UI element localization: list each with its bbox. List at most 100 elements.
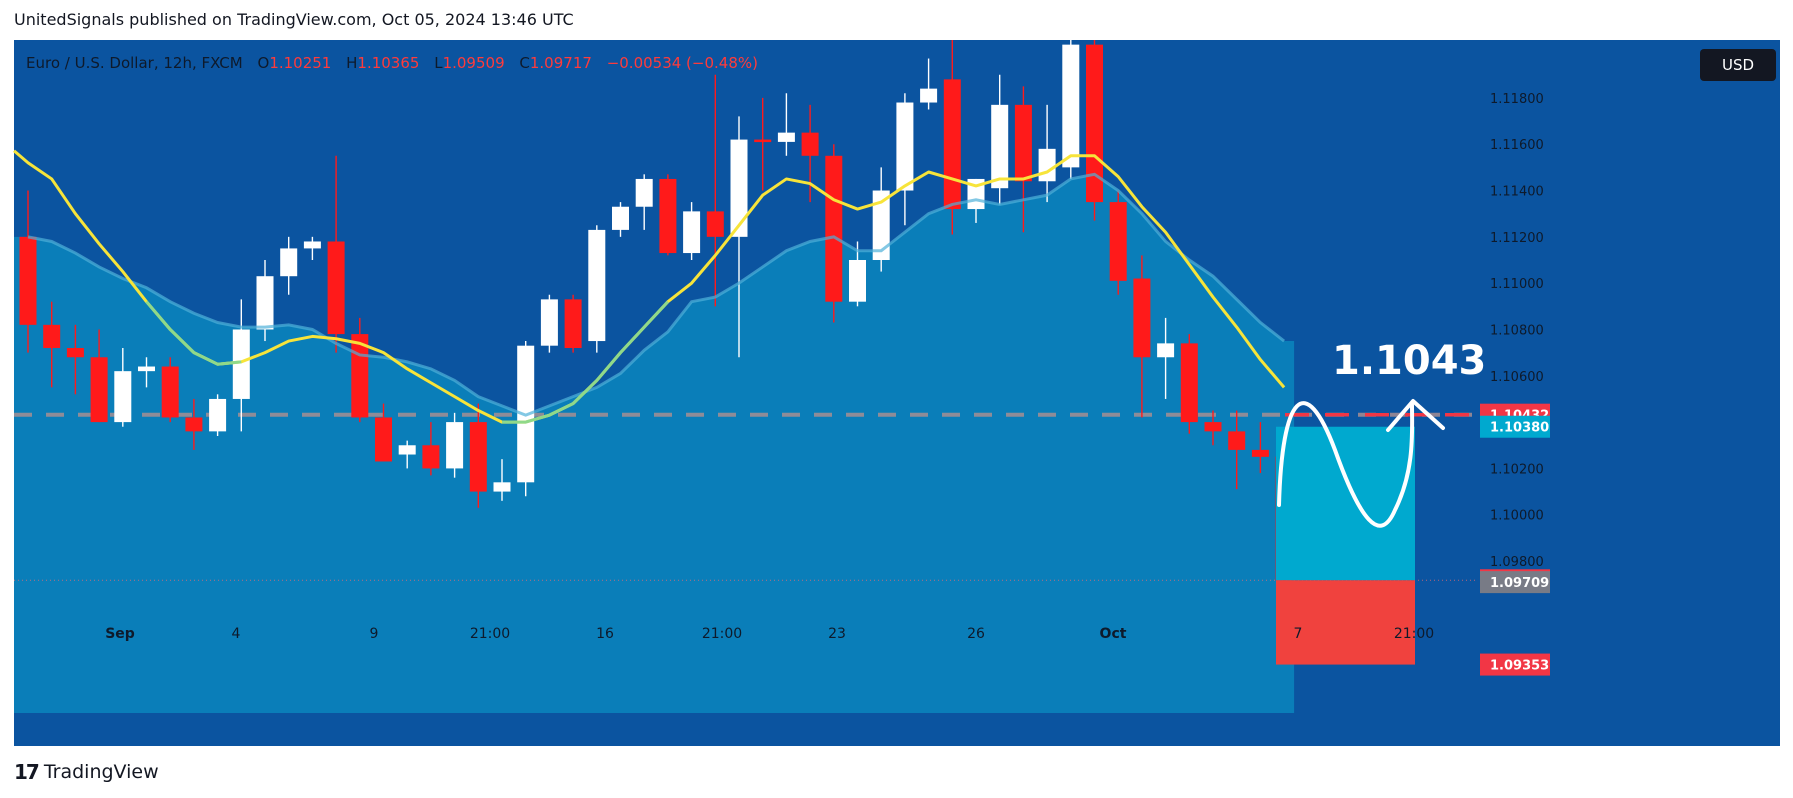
y-tick-label: 1.11600 [1490,138,1544,153]
candle [90,329,108,423]
candle [327,155,345,353]
x-tick-label: 21:00 [702,626,742,642]
candle-body [161,366,179,418]
legend-high-value: 1.10365 [357,54,420,72]
ma-fast-segment [502,300,669,424]
projection-path [1277,401,1415,528]
legend-open-key: O [257,54,270,72]
candle-body [1180,343,1198,423]
candle-body [706,211,724,237]
price-tag-label: 1.10380 [1490,421,1549,436]
candle-body [635,178,653,207]
candle-body [801,132,819,156]
x-tick-label: 7 [1294,626,1303,642]
candle-body [232,329,250,399]
candle-body [303,241,321,249]
candle [446,412,464,478]
ma-area-fill [14,174,1295,713]
x-tick-label: 21:00 [470,626,510,642]
candle [517,341,535,497]
tradingview-footer[interactable]: 17 TradingView [14,760,159,784]
candle-body [1251,449,1269,457]
candle [1204,410,1222,446]
legend-symbol: Euro / U.S. Dollar, 12h, FXCM [26,54,243,72]
publish-caption: UnitedSignals published on TradingView.c… [14,10,574,29]
candle-body [612,206,629,230]
candle [588,225,606,353]
candle [612,202,629,237]
candle [280,236,298,295]
candle-body [90,357,108,423]
legend-close-key: C [519,54,530,72]
tradingview-logo-icon: 17 [14,760,40,784]
legend-close-value: 1.09717 [529,54,592,72]
candle [991,74,1009,205]
candle [1109,190,1127,295]
time-axis: Sep 4 9 21:00 16 21:00 23 26 Oct 7 21:00 [105,626,1434,642]
candle-body [564,299,582,348]
moving-average-layer [13,149,1286,424]
candle-body [896,102,914,191]
candle [920,58,938,110]
candle [256,260,274,342]
candle-body [422,445,440,469]
candle [493,459,511,501]
candle [754,97,772,191]
candle-body [540,299,558,346]
target-annotation: 1.1043 [1332,338,1486,384]
candle-body [43,324,61,348]
candle-body [1157,343,1175,358]
ma-area-layer [14,174,1295,713]
candle [730,116,748,358]
ohlc-legend: Euro / U.S. Dollar, 12h, FXCM O1.10251 H… [26,54,758,72]
candle [683,202,701,260]
price-axis: 1.11800 1.11600 1.11400 1.11200 1.11000 1.108… [1480,92,1550,676]
candle-body [446,422,464,469]
currency-button[interactable]: USD [1700,49,1776,81]
candle [138,357,155,388]
candle [232,299,250,432]
price-tag-label: 1.09353 [1490,659,1549,674]
candle [1014,86,1032,233]
candle-body [920,88,938,103]
tradingview-brand: TradingView [43,761,159,783]
candle [43,301,61,388]
candle-body [659,178,677,254]
candle [1086,40,1103,221]
y-tick-label: 1.10600 [1490,370,1544,385]
price-tag [1480,653,1550,676]
candle-body [138,366,155,372]
candle [659,174,677,256]
candle-body [469,422,487,492]
candle [849,241,866,307]
candle [209,394,227,436]
x-tick-label: Oct [1100,626,1127,642]
candle [825,144,843,323]
candle [375,403,392,462]
x-tick-label: 26 [967,626,985,642]
candle-body [19,236,37,325]
candle [706,74,724,307]
candle-body [1086,44,1103,203]
candle [1038,104,1056,203]
candle-body [1204,422,1222,432]
ma-slow-line [27,172,1286,417]
candle-body [1014,104,1032,182]
candle-body [943,79,961,210]
ma-fast-segment [145,300,242,366]
y-tick-label: 1.10800 [1490,323,1544,338]
profit-zone[interactable] [1276,426,1415,581]
candle-body [683,211,701,254]
candle-body [1109,202,1127,281]
candle-body [375,417,392,462]
candle-body [280,248,298,277]
candle-body [327,241,345,335]
candle-body [777,132,795,142]
candle [777,93,795,156]
x-tick-label: 4 [232,626,241,642]
price-tag [1480,571,1550,594]
candle-body [66,348,84,358]
candle [540,294,558,353]
loss-zone[interactable] [1276,580,1415,665]
